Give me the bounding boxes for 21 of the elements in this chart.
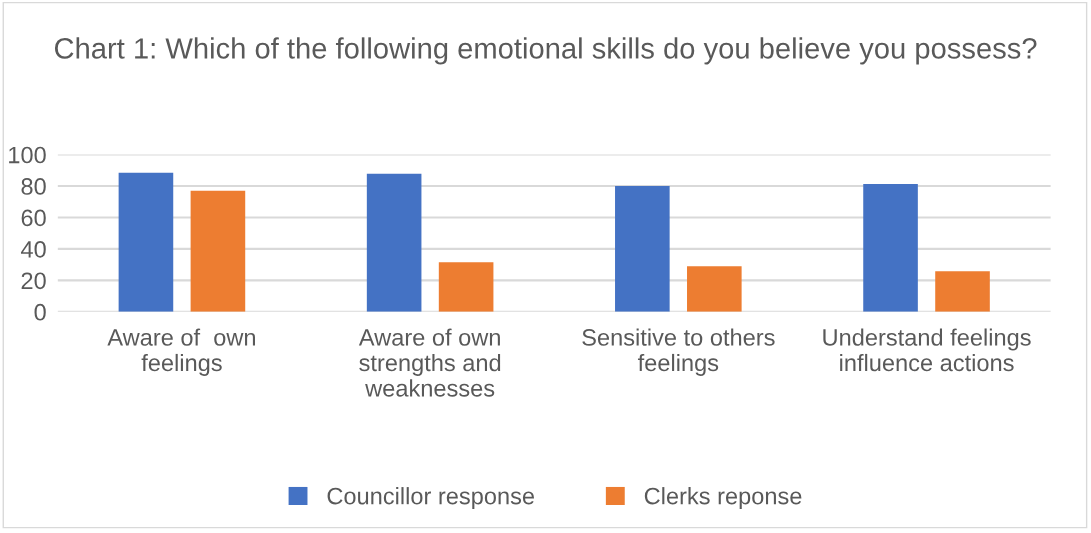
bar xyxy=(190,190,246,312)
bar xyxy=(863,183,918,312)
bar xyxy=(118,172,174,312)
y-tick-label: 60 xyxy=(21,209,46,227)
legend-label: Councillor response xyxy=(327,487,534,510)
x-tick-label: Aware of own feelings xyxy=(107,328,255,376)
chart-title: Chart 1: Which of the following emotional skills do you believe you possess? xyxy=(54,37,1037,65)
x-tick-label: Sensitive to others feelings xyxy=(582,328,775,376)
y-tick-label: 0 xyxy=(34,303,46,321)
bar xyxy=(366,173,422,312)
bar xyxy=(687,266,742,312)
bar xyxy=(438,262,494,312)
y-tick-label: 20 xyxy=(21,272,46,290)
legend-label: Clerks reponse xyxy=(644,487,802,510)
y-tick-label: 100 xyxy=(9,146,46,164)
y-tick-label: 80 xyxy=(21,178,46,195)
bar xyxy=(615,186,670,312)
x-tick-label: Aware of own strengths and weaknesses xyxy=(358,328,501,397)
x-tick-label: Understand feelings influence actions xyxy=(823,328,1031,372)
bar xyxy=(935,271,990,312)
y-tick-label: 40 xyxy=(20,240,46,258)
